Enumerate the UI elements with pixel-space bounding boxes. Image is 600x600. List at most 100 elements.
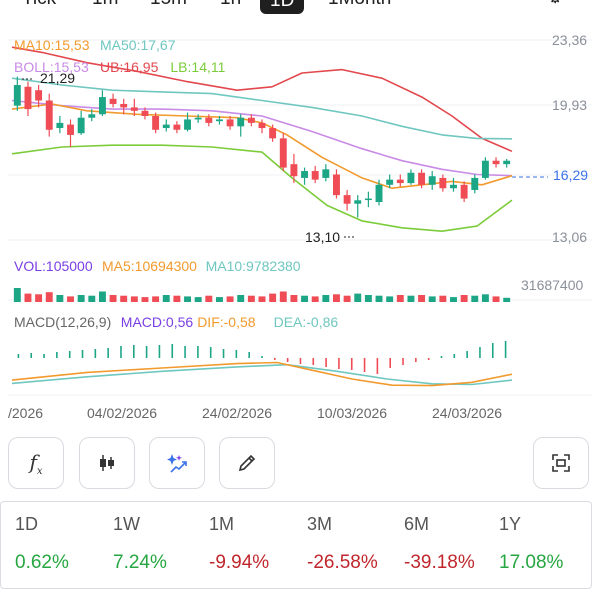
tab-15m[interactable]: 15m — [150, 0, 187, 10]
stock-chart[interactable]: 23,36 19,93 16,29 13,06 21,29 13,10 MA10:15,… — [0, 0, 600, 430]
volume-bar — [173, 295, 181, 302]
candle-body — [237, 117, 245, 127]
candle-body — [311, 171, 319, 180]
volume-bar — [396, 295, 404, 302]
draw-button[interactable] — [219, 437, 275, 489]
candle-body — [481, 160, 489, 178]
macd-legend-item: DIF:-0,58 — [197, 314, 256, 330]
date-tick-label: 04/02/2026 — [87, 405, 157, 421]
tab-1month[interactable]: 1Month — [328, 0, 391, 10]
indicator-legends: MA10:15,53 MA50:17,67 BOLL:15,53 UB:16,95 LB… — [14, 37, 226, 75]
candle-body — [77, 117, 85, 134]
volume-bar — [141, 297, 149, 302]
boll-legend-item: LB:14,11 — [170, 59, 225, 75]
candle-body — [141, 110, 149, 116]
candle-body — [333, 174, 340, 196]
candle-body — [503, 160, 511, 165]
candle-body — [343, 195, 351, 204]
volume-bar — [13, 288, 21, 302]
candle-body — [67, 124, 74, 135]
ai-analysis-button[interactable] — [149, 437, 205, 489]
timeframe-tabs: Tick 1m 15m 1h 1D 1Month ⚙ — [0, 0, 600, 14]
function-icon: fx — [29, 449, 43, 477]
candle-body — [279, 138, 287, 168]
volume-bar — [258, 296, 266, 302]
settings-icon[interactable]: ⚙ — [548, 0, 562, 8]
candle-body — [269, 128, 277, 139]
volume-bar — [439, 295, 447, 302]
volume-bar — [98, 291, 106, 302]
candle-body — [322, 169, 330, 178]
volume-bar — [88, 295, 96, 302]
performance-table: 1D 0.62% 1W 7.24% 1M -9.94% 3M -26.58% 6… — [0, 501, 592, 589]
candle-body — [35, 90, 43, 101]
volume-bar — [354, 293, 362, 302]
indicators-button[interactable]: fx — [8, 437, 64, 489]
volume-bar — [322, 295, 330, 302]
price-tick-label: 23,36 — [552, 32, 587, 48]
candle-body — [418, 172, 426, 185]
price-tick-label: 16,29 — [553, 167, 588, 183]
volume-bar — [45, 292, 53, 302]
macd-legend-item: MACD:0,56 — [121, 314, 194, 330]
candle-body — [56, 122, 64, 129]
price-tick-label: 19,93 — [552, 97, 587, 113]
candle-body — [354, 200, 362, 204]
volume-bar — [152, 296, 160, 302]
volume-bar — [311, 296, 319, 302]
volume-bar — [226, 296, 234, 302]
candle-body — [98, 97, 106, 115]
candle-body — [460, 184, 468, 199]
boll-legend-item: BOLL:15,53 — [14, 59, 89, 75]
candle-body — [428, 176, 436, 185]
candle-body — [24, 86, 32, 110]
volume-bar — [460, 295, 468, 302]
volume-bar — [269, 293, 277, 302]
perf-label: 3M — [307, 514, 333, 534]
volume-bar — [375, 295, 383, 302]
candle-body — [375, 184, 383, 202]
date-tick-label: 10/03/2026 — [317, 405, 387, 421]
volume-bar — [428, 296, 436, 302]
price-axis: 23,36 19,93 16,29 13,06 — [552, 32, 588, 245]
volume-bar — [290, 295, 298, 302]
volume-bar — [237, 295, 245, 302]
volume-bar — [386, 296, 394, 302]
tab-1m[interactable]: 1m — [92, 0, 118, 10]
boll-upper-line — [11, 46, 513, 153]
volume-bar — [503, 297, 511, 302]
volume-bar — [120, 295, 128, 302]
volume-legend-item: MA10:9782380 — [206, 258, 301, 274]
volume-bar — [247, 295, 255, 302]
candle-body — [492, 160, 500, 165]
candle-body — [301, 171, 309, 178]
volume-bar — [343, 295, 351, 302]
tab-1d[interactable]: 1D — [260, 0, 305, 14]
macd-legend-item: MACD(12,26,9) — [14, 314, 111, 330]
screenshot-button[interactable] — [533, 437, 589, 489]
volume-bar — [77, 295, 85, 302]
candle-body — [290, 164, 298, 177]
volume-bar — [215, 297, 223, 302]
volume-bar — [194, 297, 202, 302]
candle-body — [45, 100, 53, 130]
chart-toolbar: fx — [0, 437, 600, 493]
volume-bar — [301, 295, 309, 302]
sparkle-chart-icon — [167, 454, 187, 473]
chart-type-button[interactable] — [79, 437, 135, 489]
candle-body — [471, 177, 479, 190]
price-tick-label: 13,06 — [552, 229, 587, 245]
volume-bar — [109, 295, 117, 302]
date-tick-label: 24/03/2026 — [432, 405, 502, 421]
tab-1h[interactable]: 1h — [220, 0, 241, 10]
candle-body — [247, 117, 255, 123]
volume-bar — [481, 294, 489, 302]
volume-bar — [364, 295, 372, 302]
tab-tick[interactable]: Tick — [22, 0, 56, 10]
volume-bar — [162, 295, 170, 302]
candle-body — [88, 114, 96, 118]
candle-body — [386, 179, 394, 185]
volume-bar — [279, 291, 287, 302]
perf-value: -26.58% — [307, 552, 378, 573]
candle-body — [152, 116, 160, 130]
